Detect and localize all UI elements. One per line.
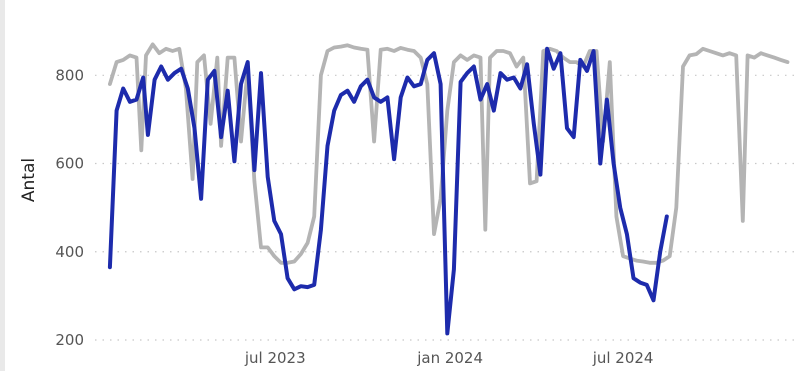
- series-line-1: [108, 42, 790, 265]
- x-tick-label: jul 2023: [244, 349, 306, 367]
- y-tick-label: 400: [55, 243, 84, 261]
- x-tick-label: jul 2024: [592, 349, 654, 367]
- series-lines: [107, 42, 790, 336]
- y-tick-label: 200: [55, 331, 84, 349]
- left-panel-border: [0, 0, 5, 371]
- y-axis-label: Antal: [19, 158, 39, 202]
- y-axis-ticks: 200 400 600 800: [55, 66, 84, 349]
- y-tick-label: 800: [55, 66, 84, 84]
- series-line-2: [107, 46, 669, 336]
- x-axis-ticks: jul 2023 jan 2024 jul 2024: [244, 349, 654, 367]
- x-tick-label: jan 2024: [416, 349, 483, 367]
- y-tick-label: 600: [55, 155, 84, 173]
